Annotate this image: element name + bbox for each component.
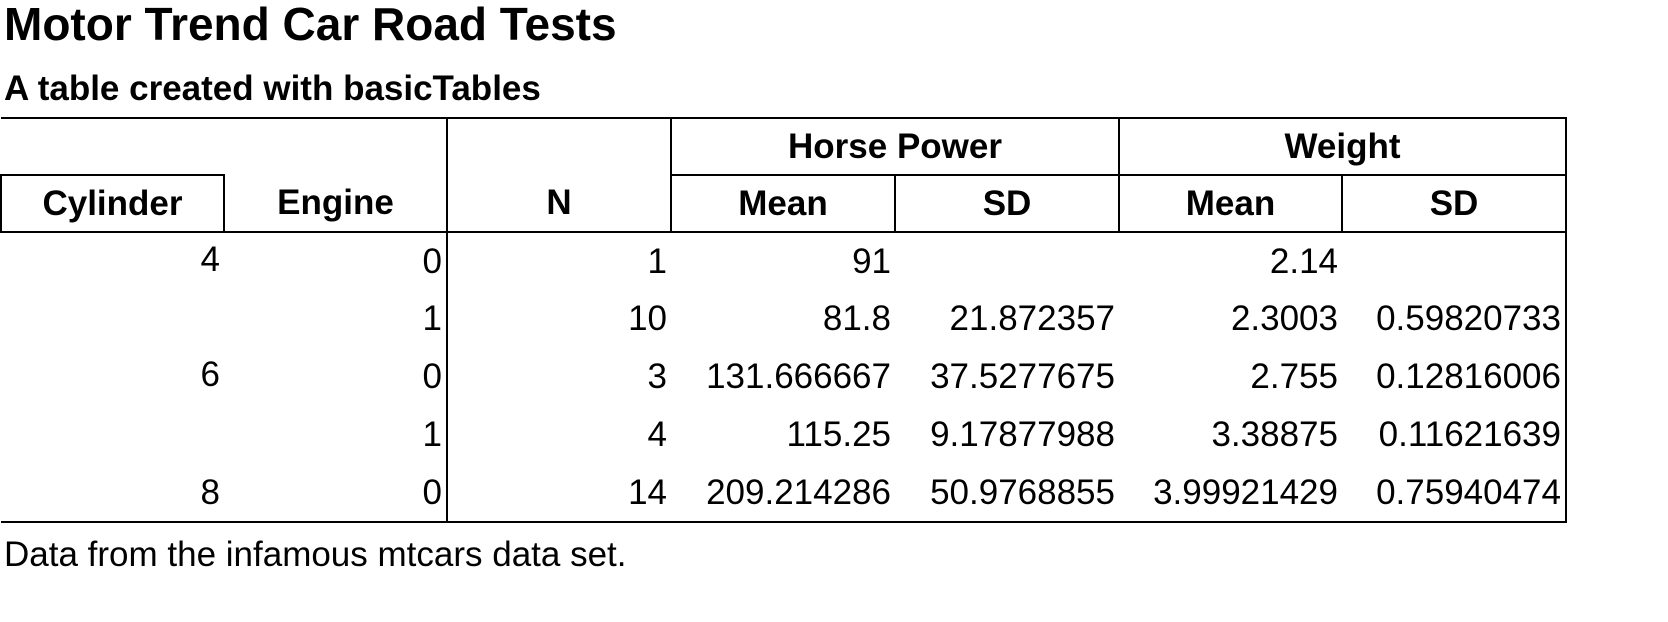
column-header-n: N xyxy=(447,175,672,233)
table-row: 6 0 3 131.666667 37.5277675 2.755 0.1281… xyxy=(1,348,1567,406)
cell-hp-sd: 9.17877988 xyxy=(930,415,1115,454)
header-blank-n xyxy=(446,117,672,175)
cell-hp-sd xyxy=(895,232,1119,290)
column-header-wt-sd: SD xyxy=(1342,175,1567,233)
cell-wt-mean: 3.38875 xyxy=(1211,415,1338,454)
column-header-cylinder: Cylinder xyxy=(0,174,225,233)
cell-wt-sd: 0.12816006 xyxy=(1342,348,1567,406)
header-blank-engine xyxy=(224,117,447,175)
summary-table: Horse Power Weight Cylinder Engine N Mea… xyxy=(0,117,1567,523)
column-header-wt-mean: Mean xyxy=(1119,175,1343,233)
cell-wt-mean: 2.14 xyxy=(1269,241,1338,281)
cell-hp-mean: 115.25 xyxy=(786,415,891,454)
table-row: 8 0 14 209.214286 50.9768855 3.99921429 … xyxy=(1,464,1567,523)
cell-wt-sd: 0.11621639 xyxy=(1342,406,1567,464)
cell-engine: 1 xyxy=(224,290,448,348)
header-group-weight: Weight xyxy=(1119,117,1567,176)
cell-n: 10 xyxy=(628,299,667,338)
column-header-engine: Engine xyxy=(224,175,448,233)
column-header-hp-sd: SD xyxy=(895,175,1120,233)
table-row: 4 0 1 91 2.14 xyxy=(1,232,1567,290)
cell-wt-sd xyxy=(1342,232,1567,290)
cell-n: 4 xyxy=(647,415,667,454)
cell-wt-sd: 0.59820733 xyxy=(1342,290,1567,348)
cell-n: 1 xyxy=(647,241,667,281)
cell-engine: 0 xyxy=(224,464,448,523)
table-footnote: Data from the infamous mtcars data set. xyxy=(4,535,627,574)
cell-hp-sd: 50.9768855 xyxy=(895,464,1119,523)
cell-hp-mean: 81.8 xyxy=(822,299,891,338)
cell-engine: 0 xyxy=(224,232,448,290)
column-header-hp-mean: Mean xyxy=(671,175,896,233)
cell-hp-sd: 37.5277675 xyxy=(930,357,1115,396)
cell-hp-mean: 209.214286 xyxy=(671,464,895,523)
cell-wt-mean: 3.99921429 xyxy=(1119,464,1342,523)
table-row: 1 4 115.25 9.17877988 3.38875 0.11621639 xyxy=(1,406,1567,464)
header-group-horse-power: Horse Power xyxy=(671,117,1120,176)
cell-cylinder: 6 xyxy=(200,355,220,394)
cell-wt-mean: 2.755 xyxy=(1250,357,1338,396)
cell-n: 3 xyxy=(647,357,667,396)
cell-hp-mean: 131.666667 xyxy=(706,357,891,396)
cell-cylinder: 4 xyxy=(200,240,220,279)
table-title: Motor Trend Car Road Tests xyxy=(4,0,617,50)
cell-cylinder: 8 xyxy=(1,464,224,523)
cell-hp-sd: 21.872357 xyxy=(949,299,1115,338)
cell-wt-mean: 2.3003 xyxy=(1230,299,1338,338)
cell-n: 14 xyxy=(447,464,671,523)
table-row: 1 10 81.8 21.872357 2.3003 0.59820733 xyxy=(1,290,1567,348)
cell-hp-mean: 91 xyxy=(852,241,891,281)
header-blank-cylinder xyxy=(1,117,224,175)
cell-wt-sd: 0.75940474 xyxy=(1342,464,1567,523)
table-subtitle: A table created with basicTables xyxy=(4,69,541,108)
cell-engine: 1 xyxy=(224,406,448,464)
cell-engine: 0 xyxy=(224,348,448,406)
